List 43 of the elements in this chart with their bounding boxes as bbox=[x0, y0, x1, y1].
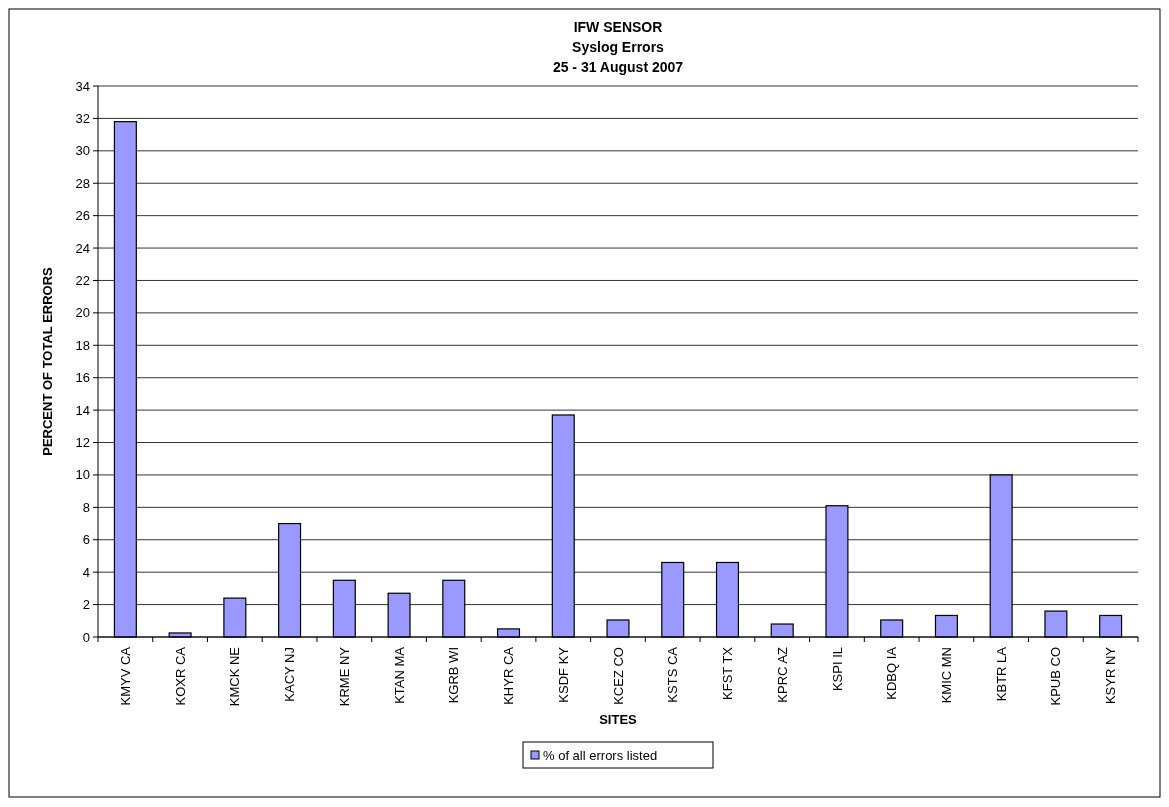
y-tick-label: 26 bbox=[75, 208, 90, 224]
y-tick-label: 12 bbox=[75, 435, 90, 451]
x-tick-label: KSYR NY bbox=[1103, 646, 1119, 705]
y-tick-label: 10 bbox=[75, 467, 90, 483]
y-tick-label: 28 bbox=[75, 175, 90, 191]
x-tick-label: KMIC MN bbox=[938, 647, 954, 704]
y-tick-label: 24 bbox=[75, 240, 90, 256]
y-tick-label: 32 bbox=[75, 110, 90, 126]
x-tick-label: KSTS CA bbox=[665, 646, 681, 703]
y-tick-label: 4 bbox=[82, 564, 90, 580]
y-tick-label: 16 bbox=[75, 370, 90, 386]
x-tick-label: KPRC AZ bbox=[774, 646, 790, 703]
y-tick-label: 20 bbox=[75, 305, 90, 321]
x-tick-label: KDBQ IA bbox=[884, 646, 900, 700]
x-axis-title: SITES bbox=[599, 712, 638, 727]
x-tick-label: KSDF KY bbox=[555, 646, 571, 703]
y-tick-label: 22 bbox=[75, 273, 90, 289]
legend-label: % of all errors listed bbox=[543, 747, 658, 763]
x-tick-label: KGRB WI bbox=[446, 647, 462, 704]
y-tick-label: 0 bbox=[82, 629, 90, 645]
x-tick-label: KCEZ CO bbox=[610, 647, 626, 705]
y-tick-label: 6 bbox=[82, 532, 90, 548]
chart-title: IFW SENSOR bbox=[573, 19, 663, 35]
y-tick-label: 8 bbox=[82, 499, 90, 515]
x-tick-label: KTAN MA bbox=[391, 646, 407, 704]
y-axis-title: PERCENT OF TOTAL ERRORS bbox=[40, 266, 55, 456]
y-tick-label: 2 bbox=[82, 597, 90, 613]
y-tick-label: 14 bbox=[75, 402, 90, 418]
x-tick-label: KMCK NE bbox=[227, 646, 243, 707]
x-tick-label: KPUB CO bbox=[1048, 647, 1064, 706]
x-tick-label: KACY NJ bbox=[282, 647, 298, 702]
x-tick-label: KRME NY bbox=[336, 646, 352, 707]
y-tick-label: 18 bbox=[75, 337, 90, 353]
x-tick-label: KSPI IL bbox=[829, 647, 845, 692]
x-tick-label: KHYR CA bbox=[501, 646, 517, 705]
text: Syslog Errors bbox=[572, 39, 664, 55]
text: 25 - 31 August 2007 bbox=[552, 59, 684, 75]
x-tick-label: KOXR CA bbox=[172, 646, 188, 706]
x-tick-label: KMYV CA bbox=[117, 646, 133, 706]
y-tick-label: 30 bbox=[75, 143, 90, 159]
y-tick-label: 34 bbox=[75, 78, 90, 94]
x-tick-label: KFST TX bbox=[720, 646, 736, 700]
x-tick-label: KBTR LA bbox=[993, 646, 1009, 702]
